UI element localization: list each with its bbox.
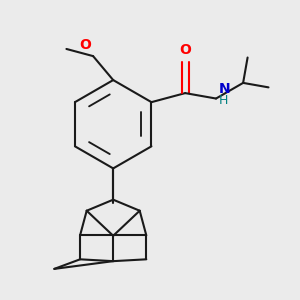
Text: H: H [219,94,228,106]
Text: O: O [179,44,191,57]
Text: N: N [219,82,231,96]
Text: O: O [80,38,91,52]
